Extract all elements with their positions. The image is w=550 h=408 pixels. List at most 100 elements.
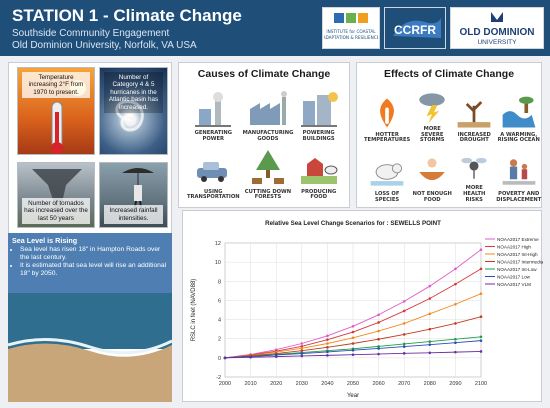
cause-deforestation: CUTTING DOWN FORESTS xyxy=(243,146,294,202)
data-point xyxy=(428,297,432,300)
y-axis-label: RSLC in feet (NAVD88) xyxy=(191,279,197,342)
sea-level-chart: Relative Sea Level Change Scenarios for … xyxy=(191,220,547,399)
x-tick-label: 2090 xyxy=(449,381,461,387)
subtitle-university: Old Dominion University, Norfolk, VA USA xyxy=(12,40,197,51)
sea-level-bullet-2: It is estimated that sea level will rise… xyxy=(20,262,168,278)
factory-icon xyxy=(249,91,287,126)
legend-label: NOAA2017 Intermediate xyxy=(497,260,543,265)
data-point xyxy=(377,337,380,341)
y-tick-label: 0 xyxy=(218,356,221,362)
data-point xyxy=(402,352,406,355)
data-point xyxy=(300,345,304,348)
data-point xyxy=(428,312,432,316)
ccrfr-logo: CCRFR xyxy=(384,7,446,49)
page-title: STATION 1 - Climate Change xyxy=(12,6,242,25)
data-point xyxy=(402,322,406,325)
cause-powering-buildings: POWERING BUILDINGS xyxy=(296,87,341,143)
effect-ocean: A WARMING, RISING OCEAN xyxy=(496,87,541,144)
empty-bowl-icon xyxy=(419,158,445,181)
cause-producing-food: PRODUCING FOOD xyxy=(296,146,341,202)
data-point xyxy=(223,356,227,360)
data-point xyxy=(479,335,483,339)
x-axis-label: Year xyxy=(347,393,359,399)
x-tick-label: 2010 xyxy=(244,381,256,387)
data-point xyxy=(351,336,355,340)
effect-storms: MORE SEVERE STORMS xyxy=(412,87,452,144)
data-point xyxy=(479,315,483,318)
dead-tree-icon xyxy=(457,100,491,128)
effect-food-shortage: NOT ENOUGH FOOD xyxy=(412,146,452,203)
tree-stump-icon xyxy=(251,149,284,184)
effect-drought: INCREASED DROUGHT xyxy=(454,87,494,144)
tornado-icon xyxy=(32,169,82,219)
svg-text:ADAPTATION & RESILIENCE: ADAPTATION & RESILIENCE xyxy=(324,35,378,40)
displaced-family-icon xyxy=(502,159,536,185)
polar-bear-icon xyxy=(370,163,404,186)
data-point xyxy=(300,349,304,352)
svg-text:INSTITUTE for COASTAL: INSTITUTE for COASTAL xyxy=(326,29,376,34)
y-tick-label: 8 xyxy=(218,279,221,285)
rain-caption: Increased rainfall intensities. xyxy=(104,205,163,224)
data-point xyxy=(300,354,304,358)
x-tick-label: 2050 xyxy=(347,381,359,387)
ccrfr-logo-mark: CCRFR xyxy=(393,18,441,38)
data-point xyxy=(300,352,304,355)
data-point xyxy=(454,302,457,306)
y-tick-label: 2 xyxy=(218,337,221,343)
effects-card: Effects of Climate Change HOTTER TEMPERA… xyxy=(356,62,542,208)
logo-strip: INSTITUTE for COASTAL ADAPTATION & RESIL… xyxy=(322,7,544,49)
car-icon xyxy=(197,161,228,182)
data-point xyxy=(326,346,329,349)
odu-logo-mark: OLD DOMINION UNIVERSITY xyxy=(460,12,535,46)
data-point xyxy=(428,327,432,331)
data-point xyxy=(402,342,406,346)
x-tick-label: 2040 xyxy=(321,381,333,387)
data-point xyxy=(326,334,329,338)
data-point xyxy=(428,343,432,346)
cause-generating-power: GENERATING POWER xyxy=(187,87,240,143)
data-point xyxy=(454,350,457,354)
data-point xyxy=(326,350,329,354)
data-point xyxy=(454,341,457,345)
legend-label: NOAA2017 Int-Low xyxy=(497,267,537,272)
data-point xyxy=(479,248,483,251)
cause-transportation: USING TRANSPORTATION xyxy=(187,146,240,202)
legend-label: NOAA2017 Extreme xyxy=(497,237,539,242)
effects-title: Effects of Climate Change xyxy=(383,68,515,80)
effect-health-risks: MORE HEALTH RISKS xyxy=(454,146,494,203)
svg-text:CCRFR: CCRFR xyxy=(394,23,436,37)
y-tick-label: 6 xyxy=(218,298,221,304)
data-point xyxy=(300,342,304,345)
data-point xyxy=(377,329,380,333)
chart-title: Relative Sea Level Change Scenarios for … xyxy=(265,220,441,227)
data-point xyxy=(274,355,278,358)
data-point xyxy=(326,338,329,341)
icar-logo: INSTITUTE for COASTAL ADAPTATION & RESIL… xyxy=(322,7,380,49)
x-tick-label: 2020 xyxy=(270,381,282,387)
data-point xyxy=(326,354,329,357)
beach-image xyxy=(8,233,172,402)
sea-level-heading: Sea Level is Rising xyxy=(12,236,78,245)
temperature-tile: Temperature increasing 2°F from 1970 to … xyxy=(17,67,95,155)
data-point xyxy=(479,292,483,296)
cause-manufacturing: MANUFACTURING GOODS xyxy=(243,87,293,143)
power-plant-icon xyxy=(195,92,232,128)
data-point xyxy=(351,342,355,345)
hurricane-tile: Number of Category 4 & 5 hurricanes in t… xyxy=(99,67,168,155)
header-bar: STATION 1 - Climate Change Southside Com… xyxy=(0,0,550,56)
data-point xyxy=(377,321,380,324)
data-point xyxy=(377,352,380,356)
sea-level-panel: Sea Level is Rising Sea level has risen … xyxy=(8,233,172,402)
svg-text:OLD DOMINION: OLD DOMINION xyxy=(460,27,535,38)
hurricane-caption: Number of Category 4 & 5 hurricanes in t… xyxy=(104,72,163,114)
causes-grid: GENERATING POWER MANUFACTURING GOODS POW… xyxy=(187,87,341,201)
data-point xyxy=(351,348,355,352)
data-point xyxy=(402,309,406,313)
y-tick-label: 4 xyxy=(218,318,221,324)
legend-label: NOAA2017 VLM xyxy=(497,282,531,287)
y-tick-label: 12 xyxy=(215,241,221,247)
fire-thermometer-icon xyxy=(380,98,394,128)
data-point xyxy=(454,282,457,286)
tornado-caption: Number of tornados has increased over th… xyxy=(22,197,90,224)
